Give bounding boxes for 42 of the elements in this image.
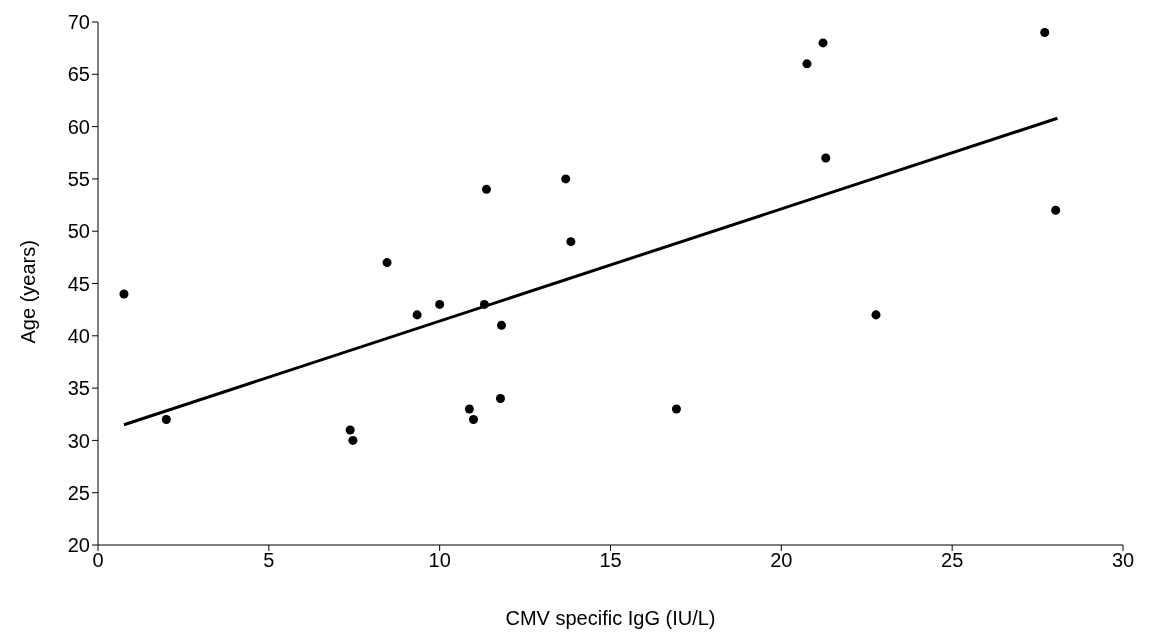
point [345,425,355,435]
point [495,394,505,404]
point [119,289,129,299]
y-tick-label: 30 [67,429,90,452]
y-tick-label: 65 [67,63,90,86]
point [348,435,358,445]
point [468,414,479,424]
x-tick-label: 15 [599,549,622,572]
x-tick-label: 25 [941,549,964,572]
point [802,59,812,69]
y-tick-label: 45 [67,272,90,295]
y-tick-label: 70 [67,11,90,34]
x-tick-label: 30 [1111,549,1135,572]
point [496,320,507,330]
point [412,310,422,320]
point [481,184,491,194]
point [561,174,571,184]
point [161,414,171,424]
x-tick-label: 5 [263,549,275,572]
point [671,404,681,414]
point [1040,27,1050,37]
y-tick-label: 20 [67,534,90,557]
x-tick-label: 20 [770,549,793,572]
point [382,258,392,268]
point [821,153,831,163]
y-tick-label: 25 [67,481,90,504]
x-axis-title: CMV specific IgG (IU/L) [505,607,716,629]
y-tick-label: 50 [67,220,90,243]
point [566,237,576,247]
y-tick-label: 40 [67,324,90,347]
point [435,299,445,309]
point [1051,205,1061,215]
point [871,310,881,320]
y-axis-title: Age (years) [17,240,40,344]
y-tick-label: 35 [67,377,90,400]
point [464,404,474,414]
x-tick-label: 10 [428,549,451,572]
x-tick-label: 0 [92,549,104,572]
point [818,38,828,48]
y-tick-label: 60 [67,115,90,138]
y-tick-label: 55 [67,168,90,190]
point [479,299,489,309]
